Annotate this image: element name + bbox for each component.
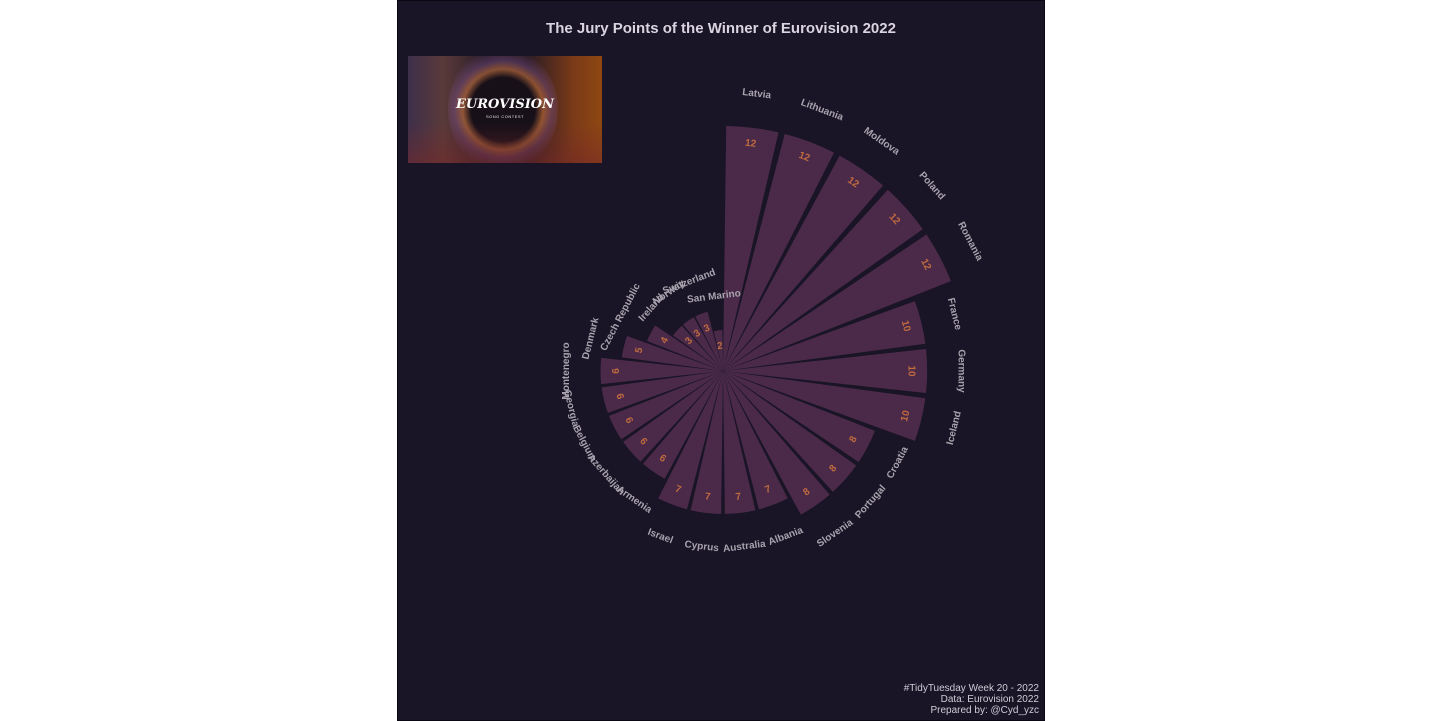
caption: #TidyTuesday Week 20 - 2022 Data: Eurovi… [904,683,1039,716]
bar-latvia [723,126,779,371]
bar-germany [723,349,928,393]
country-label-croatia: Croatia [885,445,911,481]
bar-norway [682,317,723,371]
value-label-romania: 12 [918,257,933,272]
bar-ireland [673,325,723,371]
bar-belgium [609,371,723,440]
bar-azerbaijan [623,371,723,462]
value-label-slovenia: 8 [801,486,812,498]
country-label-poland: Poland [917,170,947,202]
value-label-france: 10 [899,319,912,333]
value-label-latvia: 12 [744,138,757,150]
country-label-belgium: Belgium [570,424,598,464]
value-label-cyprus: 7 [704,491,711,503]
value-label-norway: 3 [692,328,703,340]
logo-subtitle: SONG CONTEST [485,114,524,119]
country-label-slovenia: Slovenia [815,517,855,550]
bar-slovenia [723,371,830,515]
country-label-romania: Romania [955,220,985,263]
bar-israel [658,371,723,510]
country-label-montenegro: Montenegro [561,342,572,399]
value-label-croatia: 8 [847,434,860,444]
caption-line-3: Prepared by: @Cyd_yzc [930,705,1039,716]
country-label-iceland: Iceland [945,410,964,446]
country-label-latvia: Latvia [742,87,772,101]
value-label-czech-republic: 4 [659,335,672,345]
value-label-lithuania: 12 [797,150,812,164]
country-label-france: France [945,297,964,332]
bar-switzerland [695,311,723,371]
value-label-germany: 10 [906,365,917,377]
eurovision-logo: EUROVISION SONG CONTEST [408,56,602,163]
value-label-georgia: 6 [613,393,625,401]
bar-france [723,301,926,371]
country-label-australia: Australia [722,539,766,555]
bar-san-marino [713,330,723,371]
country-label-cyprus: Cyprus [684,539,720,554]
value-label-iceland: 10 [899,409,912,423]
country-label-germany: Germany [956,349,967,393]
bar-portugal [723,371,857,492]
bar-albania [723,371,788,510]
value-label-albania: 7 [764,484,774,496]
country-label-lithuania: Lithuania [799,97,845,123]
bar-poland [723,189,923,371]
value-label-montenegro: 6 [611,368,622,374]
value-label-belgium: 6 [622,416,635,426]
caption-line-1: #TidyTuesday Week 20 - 2022 [903,683,1039,694]
value-label-san-marino: 2 [717,341,724,353]
bar-iceland [723,371,926,441]
value-label-armenia: 6 [657,453,668,465]
value-label-switzerland: 3 [702,323,712,335]
bar-australia [723,371,756,514]
value-label-australia: 7 [735,491,742,503]
bar-montenegro [600,357,723,385]
country-label-denmark: Denmark [581,316,602,361]
value-label-israel: 7 [673,484,683,496]
caption-line-2: Data: Eurovision 2022 [940,694,1039,705]
value-label-ireland: 3 [683,335,695,347]
logo-wordmark: EUROVISION [456,97,554,112]
bar-cyprus [690,371,723,514]
country-label-moldova: Moldova [862,125,902,157]
country-label-portugal: Portugal [853,483,888,521]
bar-moldova [723,155,884,371]
bar-romania [723,234,951,371]
value-label-denmark: 5 [634,346,646,354]
bar-croatia [723,371,875,463]
chart-panel: The Jury Points of the Winner of Eurovis… [397,0,1045,721]
bar-georgia [601,371,723,413]
country-label-israel: Israel [646,527,675,547]
value-label-azerbaijan: 6 [637,436,649,448]
bar-denmark [621,336,723,371]
logo-shade [408,123,602,163]
country-label-albania: Albania [767,525,805,548]
bar-lithuania [723,133,835,371]
bar-czech-republic [647,325,723,371]
value-label-portugal: 8 [827,463,839,475]
polar-bar-chart: 12Latvia12Lithuania12Moldova12Poland12Ro… [561,87,985,555]
bar-armenia [642,371,723,479]
chart-title: The Jury Points of the Winner of Eurovis… [546,20,896,37]
